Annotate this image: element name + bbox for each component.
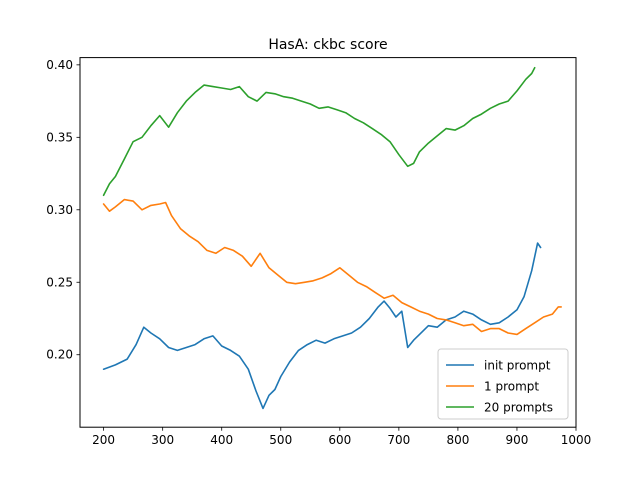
x-tick-label: 400 bbox=[210, 433, 233, 447]
y-axis: 0.20 0.25 0.30 0.35 0.40 bbox=[46, 58, 80, 362]
legend-label-1-prompt: 1 prompt bbox=[484, 380, 539, 394]
x-tick-label: 900 bbox=[505, 433, 528, 447]
chart-title: HasA: ckbc score bbox=[268, 37, 387, 53]
y-tick-label: 0.20 bbox=[46, 348, 73, 362]
series-line-20-prompts bbox=[102, 66, 536, 197]
y-tick-label: 0.40 bbox=[46, 58, 73, 72]
x-tick-label: 800 bbox=[446, 433, 469, 447]
series-layer bbox=[102, 66, 563, 410]
legend-label-20-prompts: 20 prompts bbox=[484, 401, 553, 415]
x-tick-label: 500 bbox=[269, 433, 292, 447]
y-tick-label: 0.25 bbox=[46, 275, 73, 289]
plot-frame bbox=[79, 57, 577, 428]
x-axis: 200 300 400 500 600 700 800 900 1000 bbox=[92, 427, 591, 447]
x-tick-label: 300 bbox=[151, 433, 174, 447]
legend-box bbox=[437, 348, 569, 420]
y-tick-label: 0.30 bbox=[46, 203, 73, 217]
series-line-1-prompt bbox=[102, 198, 563, 336]
x-tick-label: 200 bbox=[92, 433, 115, 447]
x-tick-label: 600 bbox=[328, 433, 351, 447]
y-tick-label: 0.35 bbox=[46, 130, 73, 144]
x-tick-label: 700 bbox=[387, 433, 410, 447]
x-tick-label: 1000 bbox=[561, 433, 592, 447]
legend-label-init-prompt: init prompt bbox=[484, 359, 551, 373]
legend: init prompt 1 prompt 20 prompts bbox=[437, 348, 569, 420]
series-line-init-prompt bbox=[102, 242, 542, 410]
